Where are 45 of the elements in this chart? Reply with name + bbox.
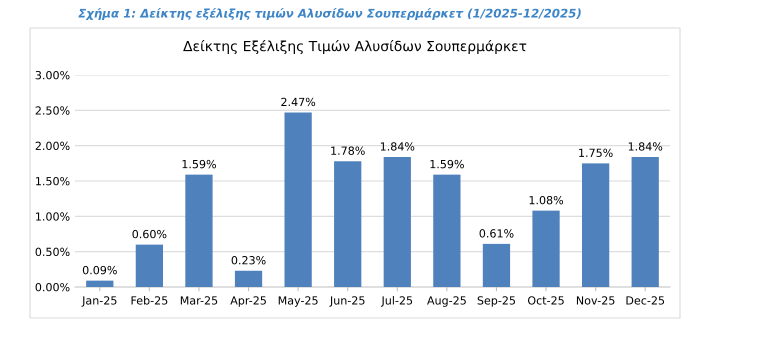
x-tick-label: Jul-25: [380, 296, 412, 307]
x-tick-label: Jun-25: [329, 296, 364, 307]
data-label: 1.84%: [628, 142, 662, 151]
data-label: 0.61%: [480, 229, 514, 238]
x-tick-label: Feb-25: [132, 296, 168, 305]
y-tick-label: 0.50%: [36, 248, 70, 256]
data-label: 2.47%: [281, 98, 316, 106]
data-label: 0.60%: [132, 230, 166, 238]
x-tick-label: Aug-25: [427, 296, 466, 307]
x-tick-label: May-25: [278, 296, 318, 307]
data-label: 1.84%: [380, 142, 414, 151]
y-tick-label: 2.00%: [36, 142, 70, 150]
data-label: 1.59%: [182, 160, 216, 168]
y-tick-label: 3.00%: [36, 70, 70, 80]
bar: [384, 156, 411, 287]
x-tick-label: Dec-25: [626, 296, 664, 305]
x-tick-label: Sep-25: [478, 296, 516, 307]
bar: [532, 210, 560, 287]
bar: [136, 244, 164, 287]
x-tick-label: Nov-25: [576, 296, 614, 305]
bar: [433, 174, 461, 287]
data-label: 1.75%: [579, 148, 613, 158]
bar: [632, 156, 659, 287]
y-tick-label: 1.50%: [36, 176, 70, 186]
data-label: 1.08%: [530, 196, 564, 204]
chart-title: Δείκτης Εξέλιξης Τιμών Αλυσίδων Σουπερμάρκετ: [183, 40, 526, 54]
bar: [582, 163, 610, 287]
y-tick-label: 1.00%: [36, 212, 70, 221]
data-label: 0.23%: [232, 256, 266, 264]
bar: [334, 161, 362, 287]
bar: [185, 174, 213, 287]
bar: [86, 280, 114, 287]
y-tick-label: 2.50%: [36, 106, 70, 115]
data-label: 0.09%: [82, 266, 117, 274]
x-tick-label: Jan-25: [82, 296, 116, 307]
bar: [234, 270, 262, 287]
x-tick-label: Oct-25: [528, 296, 564, 305]
bar: [284, 112, 312, 287]
x-tick-label: Apr-25: [230, 296, 266, 307]
bar: [482, 244, 510, 287]
y-tick-label: 0.00%: [36, 282, 70, 292]
data-label: 1.78%: [331, 146, 365, 155]
text: Σχήμα 1: Δείκτης εξέλιξης τιμών Αλυσίδων Σουπερμάρκετ (1/2025-12/2025): [78, 8, 581, 20]
data-label: 1.59%: [430, 160, 464, 168]
x-tick-label: Mar-25: [180, 296, 218, 305]
